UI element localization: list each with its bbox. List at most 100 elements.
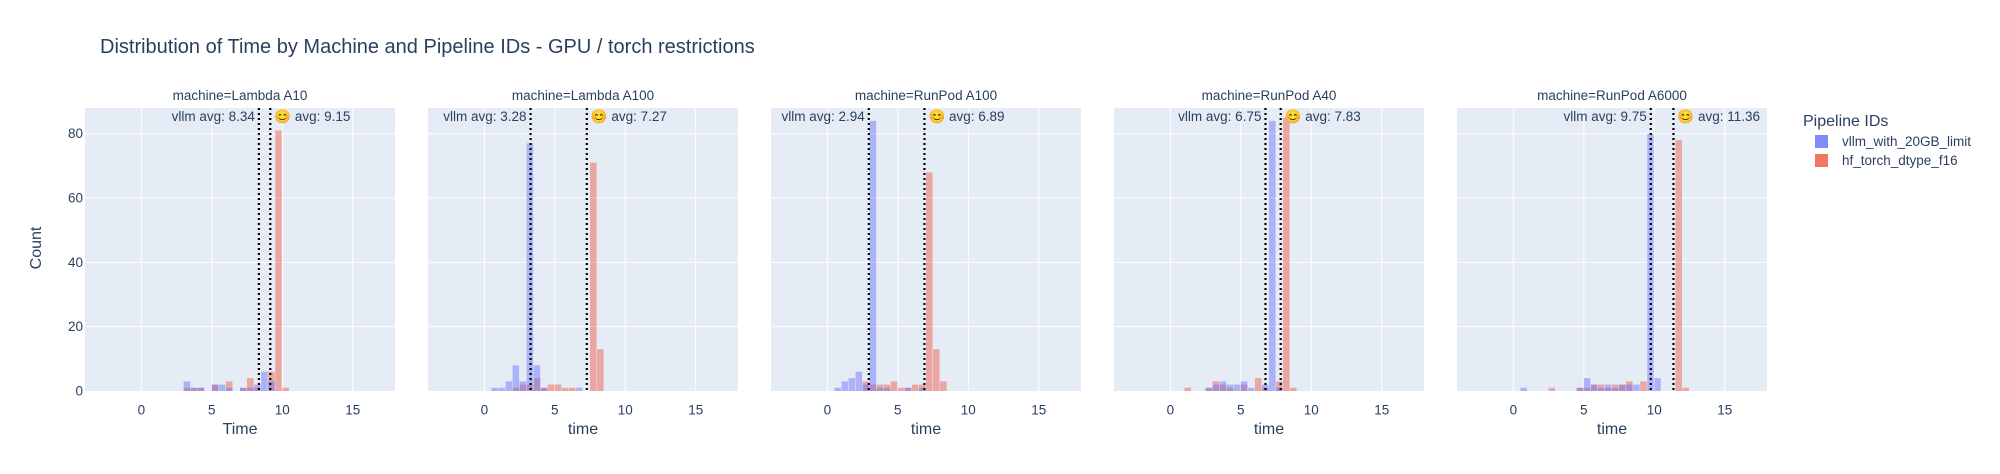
histogram-bar[interactable] [597, 349, 604, 391]
histogram-bar[interactable] [1612, 387, 1619, 391]
histogram-bar[interactable] [1233, 384, 1241, 391]
histogram-bar[interactable] [268, 381, 275, 391]
histogram-bar[interactable] [904, 387, 912, 391]
histogram-bar[interactable] [533, 365, 541, 391]
histogram-bar[interactable] [254, 384, 261, 391]
histogram-bar[interactable] [862, 384, 870, 391]
histogram-bar[interactable] [247, 387, 254, 391]
histogram-bar[interactable] [261, 371, 268, 391]
histogram-bar[interactable] [561, 387, 569, 391]
histogram-bar[interactable] [1240, 381, 1248, 391]
histogram-bar[interactable] [1604, 384, 1612, 391]
histogram-bar[interactable] [883, 387, 891, 391]
legend-label-hf[interactable]: hf_torch_dtype_f16 [1842, 153, 1958, 168]
histogram-bar[interactable] [1682, 387, 1689, 391]
histogram-bar[interactable] [512, 387, 520, 391]
histogram-bar[interactable] [240, 387, 247, 391]
histogram-bar[interactable] [190, 387, 198, 391]
histogram-bar[interactable] [862, 381, 870, 391]
histogram-bar[interactable] [547, 384, 555, 391]
histogram-bar[interactable] [519, 381, 527, 391]
histogram-bar[interactable] [1675, 140, 1682, 391]
histogram-bar[interactable] [1619, 384, 1626, 391]
histogram-bar[interactable] [568, 387, 576, 391]
histogram-bar[interactable] [1240, 384, 1248, 391]
histogram-bar[interactable] [1212, 384, 1220, 391]
histogram-bar[interactable] [904, 387, 912, 391]
legend-swatch-hf[interactable] [1815, 154, 1828, 167]
histogram-bar[interactable] [1654, 378, 1661, 391]
histogram-bar[interactable] [1597, 384, 1605, 391]
histogram-bar[interactable] [190, 387, 198, 391]
histogram-bar[interactable] [575, 387, 583, 391]
histogram-bar[interactable] [1261, 384, 1269, 391]
histogram-bar[interactable] [855, 371, 863, 391]
histogram-bar[interactable] [926, 172, 933, 391]
histogram-bar[interactable] [505, 381, 513, 391]
histogram-bar[interactable] [240, 387, 247, 391]
histogram-bar[interactable] [848, 378, 856, 391]
histogram-bar[interactable] [1247, 387, 1255, 391]
histogram-bar[interactable] [1597, 387, 1605, 391]
histogram-bar[interactable] [275, 130, 282, 392]
histogram-bar[interactable] [1633, 384, 1640, 391]
histogram-bar[interactable] [1205, 387, 1213, 391]
histogram-bar[interactable] [834, 387, 841, 391]
histogram-bar[interactable] [918, 387, 926, 391]
histogram-bar[interactable] [268, 371, 275, 391]
histogram-bar[interactable] [869, 384, 877, 391]
histogram-bar[interactable] [1583, 378, 1591, 391]
histogram-bar[interactable] [1254, 378, 1262, 391]
histogram-bar[interactable] [540, 387, 548, 391]
histogram-bar[interactable] [540, 387, 548, 391]
histogram-bar[interactable] [254, 387, 261, 391]
histogram-bar[interactable] [1548, 387, 1556, 391]
histogram-bar[interactable] [526, 384, 534, 391]
histogram-bar[interactable] [841, 381, 848, 391]
histogram-bar[interactable] [1219, 384, 1227, 391]
histogram-bar[interactable] [1626, 384, 1633, 391]
histogram-bar[interactable] [911, 384, 919, 391]
histogram-bar[interactable] [590, 162, 597, 391]
histogram-bar[interactable] [282, 387, 289, 391]
histogram-bar[interactable] [519, 384, 527, 391]
histogram-bar[interactable] [1226, 387, 1234, 391]
histogram-bar[interactable] [1590, 384, 1598, 391]
histogram-bar[interactable] [890, 381, 898, 391]
histogram-bar[interactable] [1583, 387, 1591, 391]
histogram-bar[interactable] [876, 387, 884, 391]
histogram-bar[interactable] [1576, 387, 1584, 391]
histogram-bar[interactable] [918, 384, 926, 391]
histogram-bar[interactable] [1276, 381, 1283, 391]
histogram-bar[interactable] [1219, 381, 1227, 391]
histogram-bar[interactable] [1626, 381, 1633, 391]
histogram-bar[interactable] [225, 387, 233, 391]
histogram-bar[interactable] [1184, 387, 1191, 391]
histogram-bar[interactable] [183, 381, 191, 391]
histogram-bar[interactable] [1269, 120, 1276, 391]
histogram-bar[interactable] [533, 378, 541, 391]
histogram-bar[interactable] [1290, 387, 1297, 391]
histogram-bar[interactable] [218, 384, 226, 391]
histogram-bar[interactable] [883, 384, 891, 391]
histogram-bar[interactable] [183, 387, 191, 391]
histogram-bar[interactable] [1640, 381, 1647, 391]
histogram-bar[interactable] [1226, 384, 1234, 391]
histogram-bar[interactable] [498, 387, 505, 391]
histogram-bar[interactable] [225, 381, 233, 391]
histogram-bar[interactable] [1283, 117, 1290, 391]
histogram-bar[interactable] [1619, 384, 1626, 391]
histogram-bar[interactable] [197, 387, 205, 391]
histogram-bar[interactable] [1276, 387, 1283, 391]
histogram-bar[interactable] [876, 384, 884, 391]
histogram-bar[interactable] [512, 365, 520, 391]
legend-label-vllm[interactable]: vllm_with_20GB_limit [1842, 134, 1971, 149]
histogram-bar[interactable] [554, 384, 562, 391]
histogram-bar[interactable] [197, 387, 205, 391]
histogram-bar[interactable] [1590, 384, 1598, 391]
histogram-bar[interactable] [897, 387, 905, 391]
histogram-bar[interactable] [1647, 133, 1654, 391]
histogram-bar[interactable] [1212, 381, 1220, 391]
histogram-bar[interactable] [211, 384, 219, 391]
histogram-bar[interactable] [940, 381, 947, 391]
